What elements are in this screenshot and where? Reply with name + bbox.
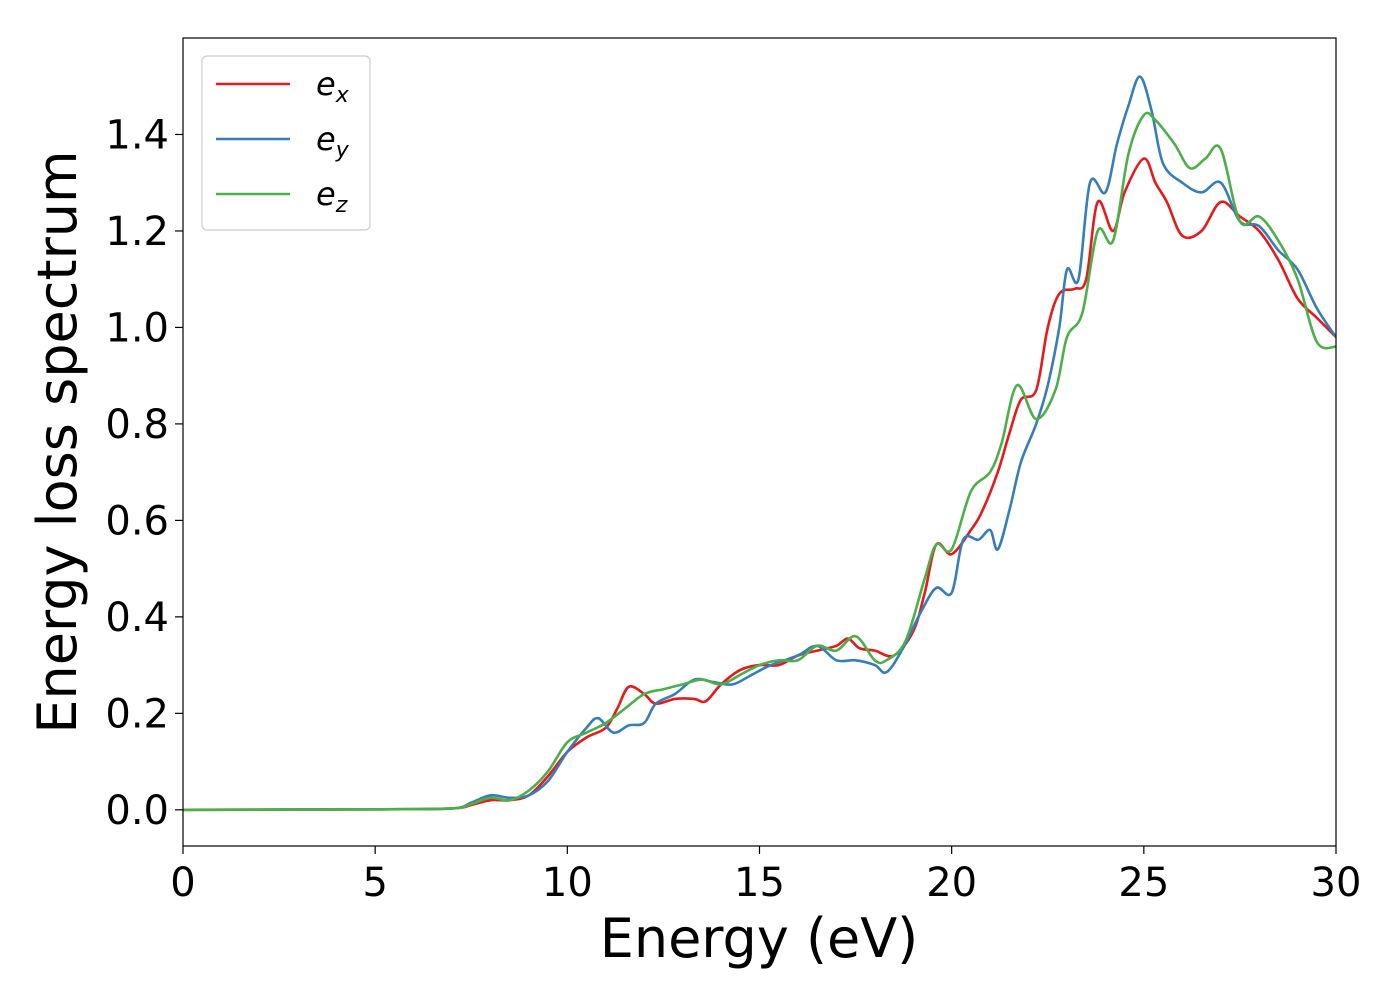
y-tick-label: 0.6 (105, 498, 169, 544)
legend-frame (201, 55, 371, 231)
y-axis-ticks: 0.0 0.2 0.4 0.6 0.8 1.0 1.2 1.4 (105, 112, 183, 834)
legend-label-e-z: ez (316, 175, 348, 218)
series-layer (183, 75, 1336, 812)
y-tick-label: 0.8 (105, 402, 169, 448)
y-tick-label: 1.0 (105, 305, 169, 351)
x-tick-label: 25 (1118, 860, 1169, 906)
legend: ex ey ez (201, 55, 371, 231)
x-tick-label: 15 (734, 860, 785, 906)
series-line-e-x (183, 157, 1336, 812)
x-axis-ticks: 0 5 10 15 20 25 30 (170, 846, 1361, 906)
y-tick-label: 1.4 (105, 112, 169, 158)
x-axis-title: Energy (eV) (600, 907, 919, 970)
series-line-e-y (183, 75, 1336, 812)
x-tick-label: 0 (170, 860, 195, 906)
y-tick-label: 0.2 (105, 691, 169, 737)
legend-label-e-y: ey (316, 120, 350, 163)
x-tick-label: 30 (1311, 860, 1362, 906)
y-tick-label: 0.0 (105, 788, 169, 834)
y-tick-label: 1.2 (105, 209, 169, 255)
y-axis-title: Energy loss spectrum (26, 150, 89, 733)
x-tick-label: 10 (542, 860, 593, 906)
legend-entries: ex ey ez (216, 65, 350, 218)
y-tick-label: 0.4 (105, 595, 169, 641)
x-tick-label: 5 (362, 860, 387, 906)
series-line-e-z (183, 111, 1336, 812)
x-tick-label: 20 (926, 860, 977, 906)
legend-label-e-x: ex (316, 65, 350, 108)
